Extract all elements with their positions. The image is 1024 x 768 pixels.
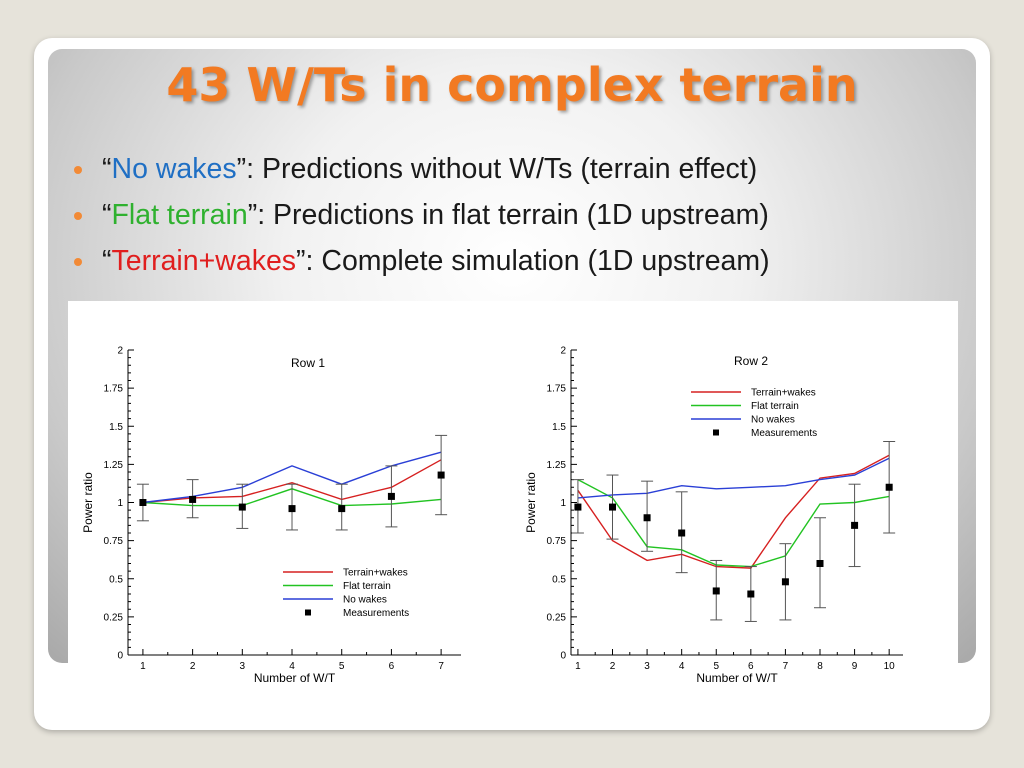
series-line-no-wakes [577, 457, 890, 499]
x-tick-label: 10 [884, 661, 896, 672]
series-line-flat-terrain [577, 478, 890, 568]
measurement-point [189, 495, 197, 503]
y-tick-label: 0.5 [109, 574, 123, 585]
measurement-point [816, 560, 824, 567]
x-tick-label: 9 [852, 661, 858, 672]
y-tick-label: 0.75 [104, 536, 124, 547]
x-tick-label: 3 [644, 661, 650, 672]
measurement-point [238, 503, 246, 511]
measurement-point [712, 587, 720, 595]
y-tick-label: 0.5 [552, 574, 566, 585]
y-tick-label: 2 [560, 346, 566, 357]
measurement-point [781, 578, 789, 586]
x-tick-label: 6 [748, 661, 754, 672]
y-tick-label: 0.25 [547, 612, 567, 623]
x-tick-label: 7 [783, 661, 789, 672]
x-tick-label: 7 [438, 661, 444, 672]
x-tick-label: 5 [713, 661, 719, 672]
x-tick-label: 5 [339, 661, 345, 672]
legend-label: Terrain+wakes [343, 568, 408, 579]
x-tick-label: 3 [240, 661, 246, 672]
y-axis-label: Power ratio [524, 472, 538, 533]
y-axis-label: Power ratio [81, 472, 95, 533]
measurement-point [437, 471, 445, 479]
chart-title: Row 1 [291, 356, 325, 370]
bullet-item-no-wakes: “No wakes”: Predictions without W/Ts (te… [74, 152, 770, 198]
legend-label: Flat terrain [751, 401, 799, 412]
measurement-point [338, 505, 346, 513]
charts-svg: 0 0.25 0.5 0.75 1 1.25 1.5 1.75 2 1 2 3 4 5 6 7 Number o… [81, 346, 903, 685]
chart-2 [570, 349, 903, 656]
x-tick-label: 4 [679, 661, 685, 672]
y-tick-label: 1.5 [109, 422, 123, 433]
x-axis-label: Number of W/T [696, 671, 778, 685]
legend-marker [713, 429, 719, 436]
measurement-point [885, 483, 893, 491]
y-tick-label: 1.75 [547, 384, 567, 395]
y-tick-label: 0 [560, 651, 566, 662]
x-tick-label: 2 [190, 661, 196, 672]
legend-marker [305, 609, 311, 616]
x-tick-label: 4 [289, 661, 295, 672]
keyword-flat-terrain: Flat terrain [111, 199, 248, 231]
legend-label: No wakes [343, 595, 387, 606]
measurement-point [387, 492, 395, 500]
legend-label: Measurements [343, 608, 409, 619]
y-tick-label: 0 [117, 651, 123, 662]
measurement-point [851, 521, 859, 529]
measurement-point [747, 590, 755, 598]
chart-title: Row 2 [734, 354, 768, 368]
y-tick-label: 1.75 [104, 384, 124, 395]
bullet-dot-icon [74, 212, 82, 220]
x-tick-label: 1 [140, 661, 146, 672]
measurement-point [288, 505, 296, 513]
slide-title: 43 W/Ts in complex terrain [166, 58, 858, 112]
y-tick-label: 1.25 [547, 460, 567, 471]
x-tick-label: 2 [610, 661, 616, 672]
bullet-dot-icon [74, 166, 82, 174]
x-tick-label: 8 [817, 661, 823, 672]
bullet-item-flat-terrain: “Flat terrain”: Predictions in flat terr… [74, 198, 770, 244]
measurement-point [139, 499, 147, 506]
legend-label: Measurements [751, 428, 817, 439]
bullet-dot-icon [74, 258, 82, 266]
legend-label: Terrain+wakes [751, 388, 816, 399]
y-tick-label: 1.25 [104, 460, 124, 471]
keyword-terrain-wakes: Terrain+wakes [111, 245, 297, 277]
measurement-point [609, 503, 616, 511]
measurement-point [678, 529, 686, 537]
x-tick-label: 1 [575, 661, 581, 672]
y-tick-label: 1 [560, 498, 566, 509]
y-tick-label: 0.75 [547, 536, 567, 547]
series-line-terrain-wakes [577, 454, 890, 569]
measurement-point [574, 503, 582, 511]
y-tick-label: 1 [117, 498, 123, 509]
measurement-point [643, 514, 651, 522]
legend-label: No wakes [751, 415, 795, 426]
y-tick-label: 2 [117, 346, 123, 357]
x-tick-label: 6 [389, 661, 395, 672]
bullet-list: “No wakes”: Predictions without W/Ts (te… [74, 152, 770, 290]
bullet-item-terrain-wakes: “Terrain+wakes”: Complete simulation (1D… [74, 244, 770, 290]
y-tick-label: 1.5 [552, 422, 566, 433]
y-tick-label: 0.25 [104, 612, 124, 623]
figure-area: 0 0.25 0.5 0.75 1 1.25 1.5 1.75 2 1 2 3 4 5 6 7 Number o… [68, 301, 958, 730]
chart-1 [127, 349, 461, 656]
x-axis-label: Number of W/T [254, 671, 336, 685]
legend-label: Flat terrain [343, 581, 391, 592]
keyword-no-wakes: No wakes [111, 153, 237, 185]
